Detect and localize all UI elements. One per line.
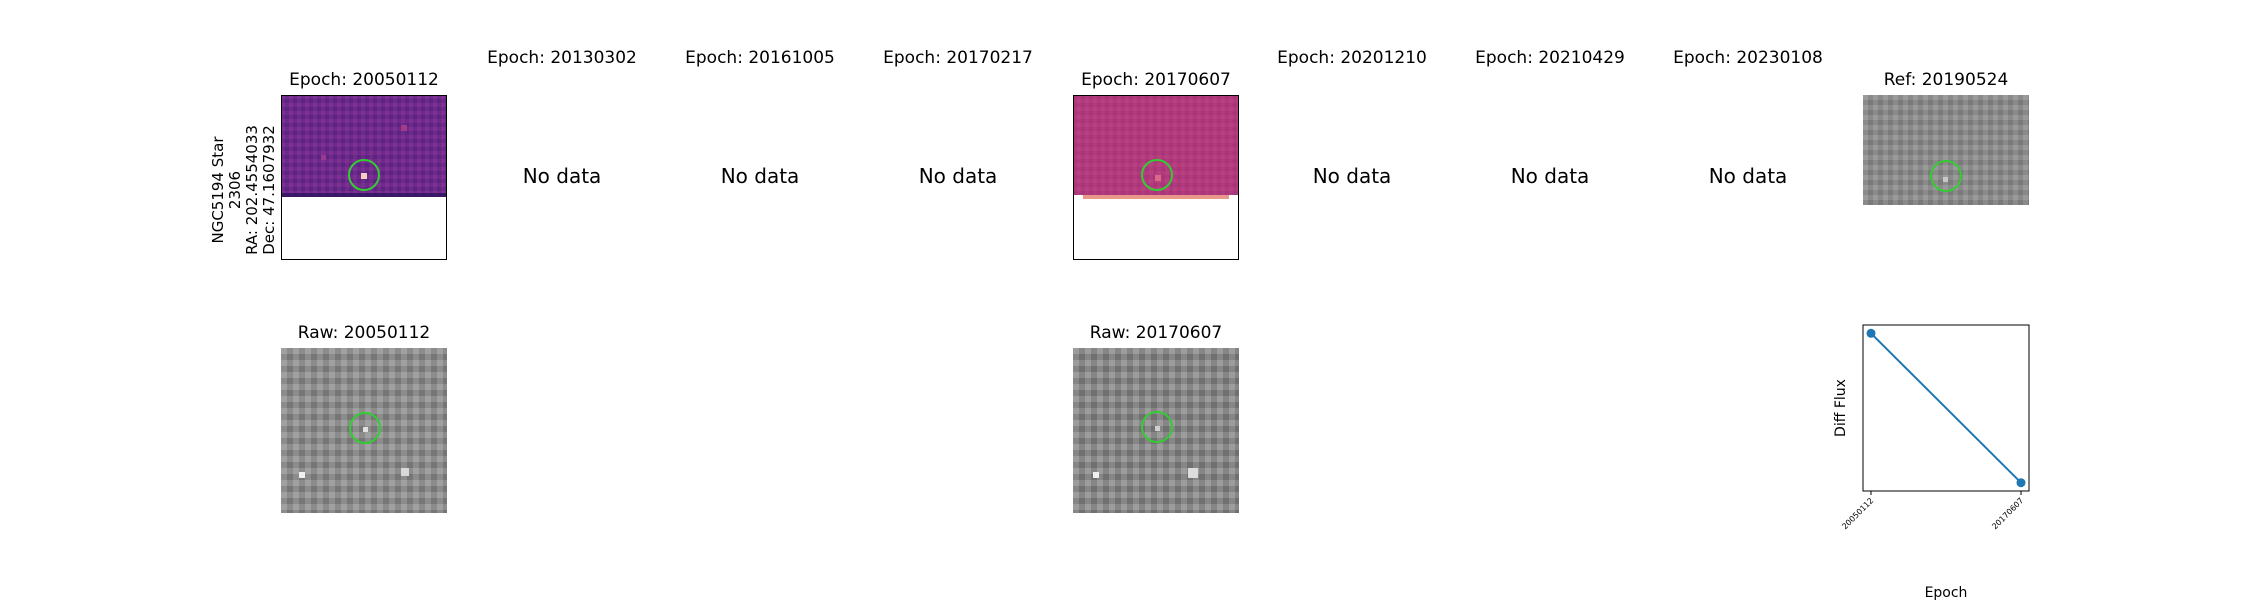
no-data-label: No data: [1510, 164, 1590, 188]
raw-title-20170607: Raw: 20170607: [1089, 323, 1223, 343]
ref-image-20190524: [1863, 95, 2029, 260]
star-info-label: NGC5194 Star 2306 RA: 202.4554033 Dec: 4…: [209, 120, 278, 260]
star-name: NGC5194 Star 2306: [209, 136, 244, 244]
diff-image-20170607: [1073, 95, 1239, 260]
aperture-circle: [1141, 159, 1173, 191]
aperture-circle: [1141, 411, 1173, 443]
no-data-label: No data: [1312, 164, 1392, 188]
panel-title-epoch-1: Epoch: 20050112: [289, 70, 439, 90]
panel-title-epoch-8: Epoch: 20230108: [1673, 48, 1823, 68]
no-data-label: No data: [522, 164, 602, 188]
panel-title-epoch-2: Epoch: 20130302: [487, 48, 637, 68]
panel-title-epoch-3: Epoch: 20161005: [685, 48, 835, 68]
no-data-label: No data: [918, 164, 998, 188]
panel-title-epoch-6: Epoch: 20201210: [1277, 48, 1427, 68]
panel-title-epoch-7: Epoch: 20210429: [1475, 48, 1625, 68]
x-ticks: 20050112 20170607: [1840, 491, 2025, 531]
no-data-label: No data: [1708, 164, 1788, 188]
panel-title-epoch-5: Epoch: 20170607: [1081, 70, 1231, 90]
aperture-circle: [348, 159, 380, 191]
aperture-circle: [1930, 160, 1962, 192]
aperture-circle: [349, 412, 381, 444]
raw-title-20050112: Raw: 20050112: [297, 323, 431, 343]
series-layer: [1866, 328, 2026, 488]
x-tick-label: 20170607: [1990, 496, 2025, 531]
data-point: [1866, 328, 1876, 338]
x-tick-label: 20050112: [1840, 496, 1875, 531]
series-line: [1870, 332, 2022, 484]
star-ra: RA: 202.4554033: [243, 125, 261, 255]
star-dec: Dec: 47.1607932: [260, 125, 278, 255]
diff-flux-chart: 20050112 20170607 Diff Flux Epoch: [1830, 320, 2250, 601]
raw-image-20050112: [281, 348, 447, 513]
plot-frame: [1862, 324, 2030, 492]
no-data-label: No data: [720, 164, 800, 188]
panel-title-ref: Ref: 20190524: [1883, 70, 2009, 90]
raw-image-20170607: [1073, 348, 1239, 513]
data-point: [2016, 478, 2026, 488]
panel-title-epoch-4: Epoch: 20170217: [883, 48, 1033, 68]
diff-image-20050112: [281, 95, 447, 260]
x-axis-label: Epoch: [1925, 585, 1968, 600]
y-axis-label: Diff Flux: [1833, 379, 1849, 437]
